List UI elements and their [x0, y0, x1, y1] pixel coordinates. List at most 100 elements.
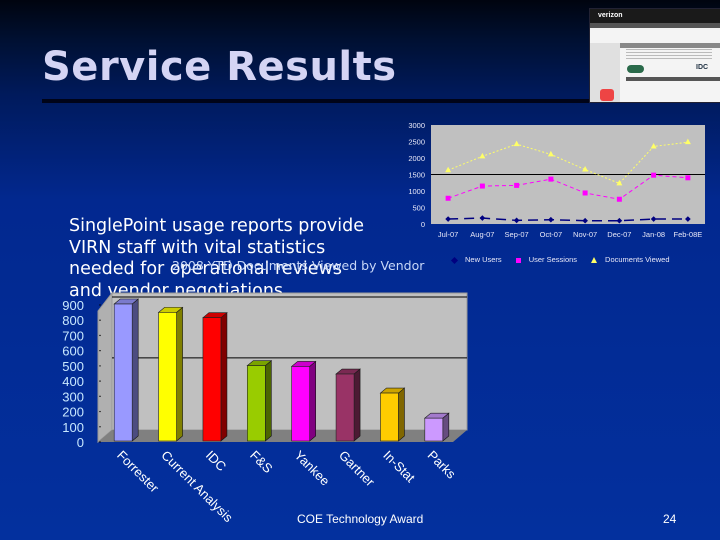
vendor-bar-chart: 0100200300400500600700800900ForresterCur… [62, 291, 468, 525]
line-chart-legend: New Users User Sessions Documents Viewed [450, 255, 670, 264]
square-marker-icon [548, 176, 554, 182]
side-wall [97, 291, 113, 444]
y-tick-label: 3000 [408, 121, 425, 130]
bar-parks [423, 412, 450, 442]
diamond-marker-icon [479, 215, 486, 221]
bar-idc [202, 312, 228, 442]
y-tick-label: 800 [62, 313, 84, 328]
square-marker-icon [479, 183, 485, 189]
diamond-marker-icon [513, 217, 520, 224]
bar-f-s [246, 360, 273, 442]
series-line [448, 217, 688, 222]
triangle-marker-icon [684, 138, 691, 145]
thumb-table-header [626, 77, 720, 81]
tick-dot [99, 319, 101, 321]
y-tick-label: 300 [62, 389, 84, 404]
tick-dot [99, 304, 101, 306]
legend-item-new-users: New Users [450, 255, 502, 264]
y-tick-label: 500 [62, 359, 84, 374]
triangle-marker-icon [445, 166, 452, 173]
square-marker-icon [651, 172, 657, 178]
usage-line-chart: 0 500 1000 1500 2000 2500 3000 Jul-07 Aug-07 Sep-… [408, 121, 705, 239]
x-tick-label: Sep-07 [505, 230, 529, 239]
tick-dot [99, 380, 101, 382]
square-marker-icon [445, 195, 451, 201]
bar-in-stat [379, 387, 406, 442]
footer-text: COE Technology Award [297, 512, 424, 526]
bullet-line: needed for operational reviews [69, 259, 342, 279]
tick-dot [99, 441, 101, 443]
square-marker-icon [514, 182, 520, 188]
square-marker-icon [616, 196, 622, 202]
legend-item-user-sessions: User Sessions [515, 255, 577, 264]
series-line [447, 141, 688, 185]
y-tick-label: 0 [77, 435, 84, 450]
y-tick-label: 700 [62, 328, 84, 343]
diamond-marker-icon [685, 216, 691, 222]
bar-yankee [290, 360, 317, 442]
y-tick-label: 0 [421, 220, 425, 229]
website-screenshot-thumbnail: verizon IDC [589, 8, 720, 103]
tick-dot [99, 410, 101, 413]
x-tick-label: Nov-07 [573, 230, 597, 239]
bar-gartner [335, 368, 361, 442]
x-tick-label: Dec-07 [607, 230, 631, 239]
y-tick-label: 500 [412, 204, 425, 213]
triangle-marker-icon [616, 179, 623, 186]
triangle-marker-icon [582, 166, 589, 172]
x-tick-label: Jan-08 [642, 230, 665, 239]
bar-chart-title: 2008 YTD Documents Viewed by Vendor [172, 258, 425, 273]
bar-current-analysis [157, 306, 184, 442]
triangle-marker-icon [591, 257, 598, 264]
x-tick-label: Forrester [114, 448, 162, 496]
x-tick-label: F&S [247, 448, 276, 477]
tick-dot [99, 395, 101, 398]
y-tick-label: 600 [62, 344, 84, 359]
diamond-marker-icon [616, 217, 623, 224]
bar-forrester [113, 298, 140, 442]
triangle-marker-icon [650, 142, 657, 149]
thumb-idc-logo: IDC [696, 64, 709, 71]
triangle-marker-icon [513, 140, 520, 147]
chart-floor [98, 430, 467, 442]
y-tick-label: 1000 [408, 187, 425, 196]
thumb-section-header [620, 43, 720, 48]
thumb-badge-icon [600, 89, 614, 101]
thumb-text-lines [626, 49, 712, 61]
x-tick-label: Aug-07 [470, 230, 494, 239]
legend-item-documents-viewed: Documents Viewed [591, 255, 670, 264]
page-number: 24 [663, 512, 677, 526]
tick-dot [99, 349, 101, 352]
thumb-partner-logo [627, 65, 644, 73]
thumb-nav-bar [590, 23, 720, 28]
y-tick-label: 200 [62, 405, 84, 420]
diamond-marker-icon [450, 256, 459, 264]
diamond-marker-icon [548, 216, 554, 223]
x-tick-label: In-Stat [380, 448, 418, 486]
square-marker-icon [515, 257, 521, 263]
diamond-marker-icon [582, 217, 588, 224]
bullet-line: VIRN staff with vital statistics [69, 237, 326, 258]
thumb-logo: verizon [598, 12, 623, 19]
triangle-marker-icon [479, 152, 486, 159]
x-tick-label: Yankee [292, 448, 333, 489]
title-underline [42, 99, 590, 103]
x-tick-label: Parks [425, 448, 459, 482]
y-tick-label: 1500 [408, 171, 425, 180]
y-tick-label: 100 [62, 420, 84, 435]
y-tick-label: 900 [62, 298, 84, 313]
bullet-line: SinglePoint usage reports provide [69, 216, 365, 236]
square-marker-icon [685, 175, 691, 181]
y-tick-label: 2500 [408, 138, 425, 147]
x-tick-label: IDC [203, 448, 229, 474]
x-tick-label: Feb-08E [673, 230, 702, 239]
triangle-marker-icon [547, 150, 554, 157]
tick-dot [99, 426, 101, 428]
x-tick-label: Gartner [336, 448, 378, 490]
x-tick-label: Oct-07 [540, 230, 563, 239]
series-line [447, 174, 688, 200]
tick-dot [99, 334, 101, 337]
y-tick-label: 2000 [408, 154, 425, 163]
thumb-header-bar [590, 9, 720, 23]
square-marker-icon [582, 190, 588, 196]
